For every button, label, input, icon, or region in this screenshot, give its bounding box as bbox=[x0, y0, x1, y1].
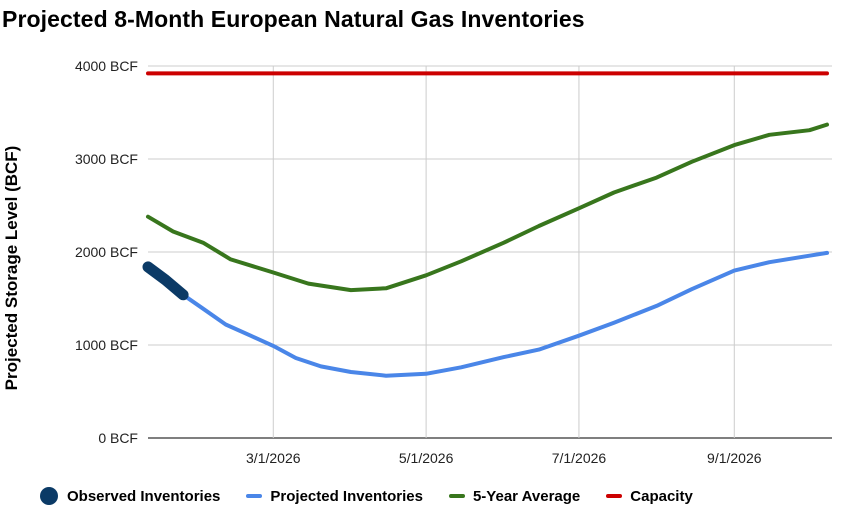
y-tick-label: 4000 BCF bbox=[75, 58, 138, 74]
chart-title: Projected 8-Month European Natural Gas I… bbox=[2, 6, 585, 32]
legend-item-five-year-average: 5-Year Average bbox=[448, 487, 581, 505]
legend-swatch-observed bbox=[40, 487, 58, 505]
chart-canvas: 0 BCF 1000 BCF 2000 BCF 3000 BCF 4000 BCF 3/… bbox=[2, 58, 832, 466]
legend-item-capacity: Capacity bbox=[606, 488, 693, 505]
grid-lines bbox=[148, 65, 832, 439]
legend-label-capacity: Capacity bbox=[630, 487, 693, 505]
x-tick-label: 3/1/2026 bbox=[246, 450, 301, 466]
legend-swatch-projected bbox=[246, 494, 263, 498]
projected-inventories-line bbox=[181, 250, 829, 378]
observed-inventories-line bbox=[142, 261, 189, 301]
legend: Observed Inventories Projected Inventori… bbox=[40, 484, 719, 508]
legend-label-five-year-average: 5-Year Average bbox=[472, 487, 581, 505]
y-axis-ticks: 0 BCF 1000 BCF 2000 BCF 3000 BCF 4000 BCF bbox=[75, 58, 138, 446]
legend-label-observed: Observed Inventories bbox=[67, 487, 221, 505]
legend-item-projected: Projected Inventories bbox=[246, 488, 423, 505]
legend-swatch-capacity bbox=[606, 494, 623, 498]
legend-swatch-five-year-average bbox=[448, 494, 465, 498]
y-tick-label: 0 BCF bbox=[98, 430, 138, 446]
legend-label-projected: Projected Inventories bbox=[270, 487, 423, 505]
x-axis-ticks: 3/1/2026 5/1/2026 7/1/2026 9/1/2026 bbox=[246, 450, 762, 466]
x-tick-label: 5/1/2026 bbox=[399, 450, 454, 466]
y-tick-label: 2000 BCF bbox=[75, 244, 138, 260]
five-year-average-line bbox=[146, 122, 829, 293]
x-tick-label: 9/1/2026 bbox=[707, 450, 762, 466]
y-axis-label: Projected Storage Level (BCF) bbox=[2, 146, 21, 391]
series-lines bbox=[142, 71, 829, 378]
y-tick-label: 1000 BCF bbox=[75, 337, 138, 353]
x-tick-label: 7/1/2026 bbox=[552, 450, 607, 466]
y-tick-label: 3000 BCF bbox=[75, 151, 138, 167]
legend-item-observed: Observed Inventories bbox=[40, 487, 220, 505]
